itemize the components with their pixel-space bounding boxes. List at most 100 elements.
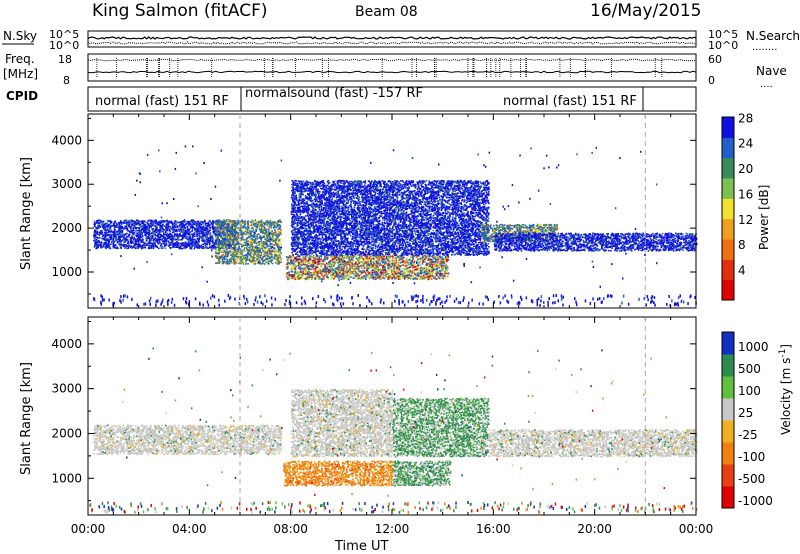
heatmap-cell: [144, 246, 146, 248]
heatmap-cell: [221, 248, 223, 250]
heatmap-cell: [164, 237, 166, 239]
heatmap-cell: [181, 239, 183, 241]
heatmap-cell: [235, 235, 237, 237]
heatmap-cell: [103, 244, 105, 246]
heatmap-cell: [221, 256, 223, 258]
heatmap-cell: [212, 220, 214, 222]
heatmap-cell: [165, 221, 167, 223]
heatmap-cell: [232, 262, 234, 264]
heatmap-cell: [267, 245, 269, 247]
heatmap-cell: [242, 236, 244, 238]
heatmap-cell: [250, 259, 252, 261]
heatmap-cell: [236, 256, 238, 258]
heatmap-cell: [158, 233, 160, 235]
heatmap-cell: [206, 244, 208, 246]
heatmap-cell: [188, 242, 190, 244]
heatmap-cell: [227, 235, 229, 237]
heatmap-cell: [128, 223, 130, 225]
heatmap-cell: [223, 233, 225, 235]
heatmap-cell: [253, 229, 255, 231]
heatmap-cell: [177, 226, 179, 228]
heatmap-cell: [205, 225, 207, 227]
heatmap-cell: [242, 262, 244, 264]
heatmap-cell: [115, 245, 117, 247]
heatmap-cell: [152, 245, 154, 247]
heatmap-cell: [250, 253, 252, 255]
heatmap-cell: [218, 241, 220, 243]
heatmap-cell: [203, 233, 205, 235]
heatmap-cell: [261, 227, 263, 229]
heatmap-cell: [98, 227, 100, 229]
heatmap-cell: [194, 239, 196, 241]
heatmap-cell: [94, 246, 96, 248]
heatmap-cell: [254, 253, 256, 255]
heatmap-cell: [261, 240, 263, 242]
heatmap-cell: [189, 223, 191, 225]
heatmap-cell: [222, 244, 224, 246]
heatmap-cell: [228, 226, 230, 228]
heatmap-cell: [201, 245, 203, 247]
heatmap-cell: [265, 241, 267, 243]
heatmap-cell: [199, 237, 201, 239]
heatmap-cell: [167, 230, 169, 232]
heatmap-cell: [226, 249, 228, 251]
heatmap-cell: [197, 231, 199, 233]
heatmap-cell: [255, 234, 257, 236]
heatmap-cell: [223, 261, 225, 263]
heatmap-cell: [224, 220, 226, 222]
heatmap-cell: [274, 238, 276, 240]
nave-axis-top: 60: [708, 53, 722, 66]
heatmap-cell: [205, 245, 207, 247]
heatmap-cell: [243, 244, 245, 246]
heatmap-cell: [220, 246, 222, 248]
heatmap-cell: [133, 243, 135, 245]
heatmap-cell: [140, 224, 142, 226]
heatmap-cell: [219, 224, 221, 226]
heatmap-cell: [95, 230, 97, 232]
heatmap-cell: [222, 246, 224, 248]
heatmap-cell: [153, 240, 155, 242]
heatmap-cell: [258, 220, 260, 222]
heatmap-cell: [243, 227, 245, 229]
heatmap-cell: [224, 244, 226, 246]
heatmap-cell: [241, 261, 243, 263]
heatmap-cell: [104, 232, 106, 234]
heatmap-cell: [127, 247, 129, 249]
heatmap-cell: [136, 235, 138, 237]
heatmap-cell: [236, 240, 238, 242]
heatmap-cell: [219, 230, 221, 232]
heatmap-cell: [193, 241, 195, 243]
heatmap-cell: [141, 229, 143, 231]
heatmap-cell: [148, 248, 150, 250]
heatmap-cell: [159, 224, 161, 226]
heatmap-cell: [236, 228, 238, 230]
heatmap-cell: [174, 220, 176, 222]
heatmap-cell: [144, 224, 146, 226]
heatmap-cell: [210, 232, 212, 234]
heatmap-cell: [265, 231, 267, 233]
heatmap-cell: [166, 238, 168, 240]
heatmap-cell: [93, 240, 95, 242]
heatmap-cell: [209, 246, 211, 248]
heatmap-cell: [246, 259, 248, 261]
heatmap-cell: [154, 245, 156, 247]
heatmap-cell: [227, 220, 229, 222]
heatmap-cell: [229, 263, 231, 265]
heatmap-cell: [131, 232, 133, 234]
heatmap-cell: [274, 249, 276, 251]
heatmap-cell: [278, 243, 280, 245]
heatmap-cell: [148, 231, 150, 233]
heatmap-cell: [252, 223, 254, 225]
heatmap-cell: [223, 236, 225, 238]
heatmap-cell: [168, 234, 170, 236]
noise-axis-right-bottom: 10^0: [708, 39, 738, 52]
heatmap-cell: [260, 231, 262, 233]
heatmap-cell: [249, 254, 251, 256]
heatmap-cell: [231, 258, 233, 260]
heatmap-cell: [231, 227, 233, 229]
heatmap-cell: [105, 225, 107, 227]
heatmap-cell: [235, 233, 237, 235]
nave-label: Nave: [756, 64, 787, 78]
nsearch-dots: ........: [752, 42, 777, 53]
heatmap-cell: [277, 225, 279, 227]
